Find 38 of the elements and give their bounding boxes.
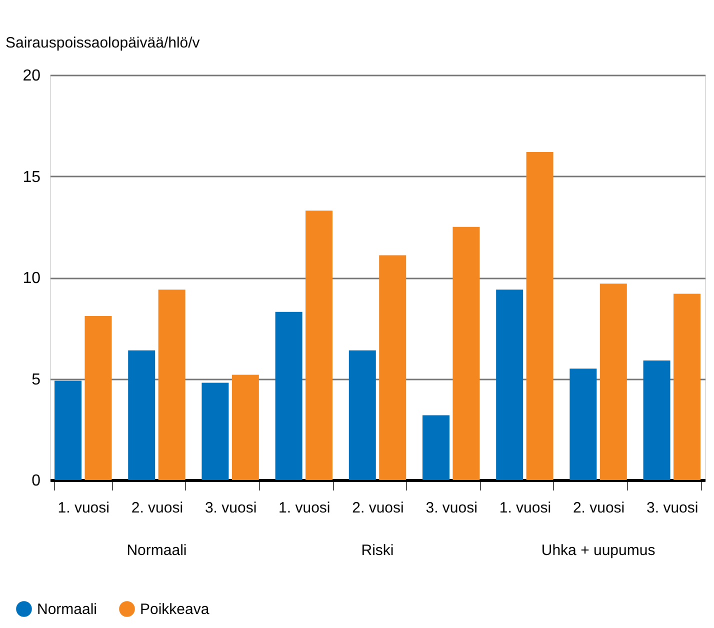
bar: [600, 284, 627, 480]
text: Riski: [361, 542, 394, 559]
legend-label: Poikkeava: [140, 601, 210, 618]
text: Normaali: [126, 542, 187, 559]
y-tick-label: 5: [32, 371, 41, 388]
bar: [54, 380, 82, 480]
bar: [275, 312, 302, 480]
x-tick-label: 3. vuosi: [646, 500, 698, 516]
bar: [570, 368, 597, 480]
bar: [306, 210, 333, 480]
bar: [643, 360, 670, 480]
y-tick-label: 20: [22, 68, 41, 84]
y-tick-label: 0: [32, 472, 41, 490]
y-tick-label: 10: [22, 270, 41, 287]
x-tick-label: 1. vuosi: [58, 500, 110, 516]
bar: [348, 350, 376, 480]
bar: [422, 415, 450, 480]
bar: [379, 255, 406, 480]
bar: [84, 316, 112, 480]
x-tick-label: 1. vuosi: [499, 500, 552, 516]
bar: [202, 382, 229, 480]
x-tick-label: 3. vuosi: [426, 500, 478, 516]
bar: [673, 294, 700, 480]
y-tick-label: 15: [22, 168, 41, 186]
x-tick-label: 2. vuosi: [572, 500, 625, 516]
bar: [128, 350, 156, 480]
bar: [496, 290, 524, 480]
bar: [158, 290, 186, 480]
bar: [232, 374, 259, 480]
bar: [526, 152, 554, 480]
bar: [452, 226, 480, 480]
x-tick-label: 2. vuosi: [131, 500, 184, 516]
y-axis-title: Sairauspoissaolopäivää/hlö/v: [6, 34, 200, 52]
x-tick-label: 3. vuosi: [204, 500, 257, 516]
legend-label: Normaali: [37, 601, 98, 618]
x-tick-label: 1. vuosi: [278, 500, 330, 516]
x-tick-label: 2. vuosi: [352, 500, 404, 516]
text: Uhka + uupumus: [541, 542, 656, 559]
